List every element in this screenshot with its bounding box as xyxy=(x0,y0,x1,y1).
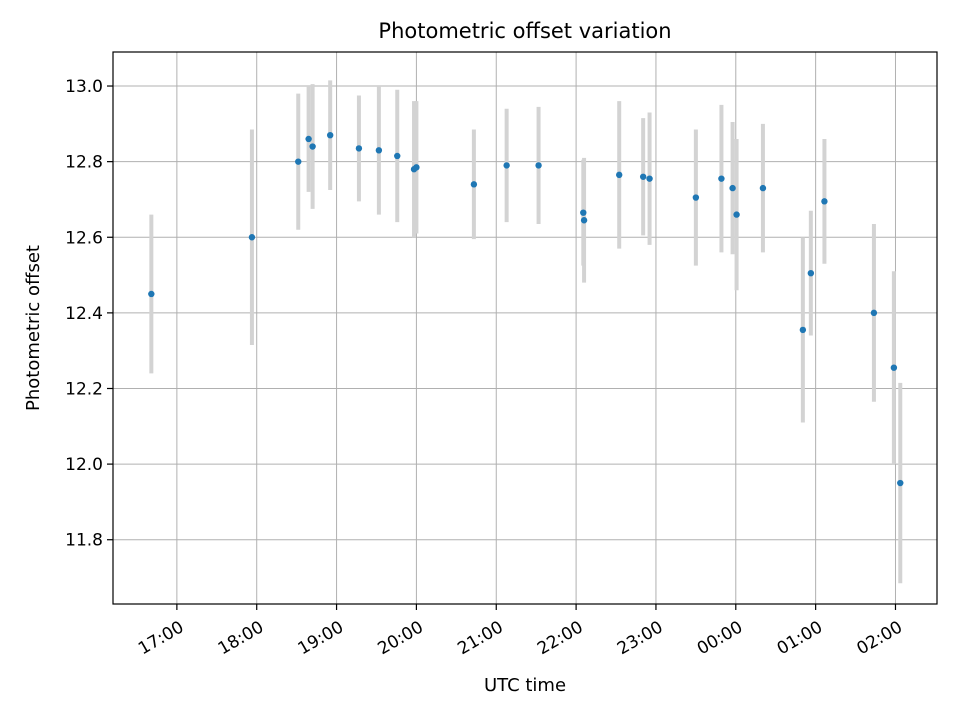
data-point xyxy=(890,364,898,371)
x-tick-label: 18:00 xyxy=(215,617,267,659)
data-point xyxy=(580,209,587,216)
data-point xyxy=(692,194,700,201)
data-point xyxy=(535,162,542,169)
data-point xyxy=(326,131,334,139)
plot-frame xyxy=(112,51,938,605)
x-tick-label: 21:00 xyxy=(454,617,506,659)
x-tick-label: 02:00 xyxy=(854,617,906,659)
data-point xyxy=(821,198,828,205)
data-point xyxy=(375,147,383,154)
data-point xyxy=(729,184,736,192)
x-tick-label: 00:00 xyxy=(694,617,746,659)
y-tick-label: 12.0 xyxy=(65,455,103,475)
y-axis: 11.8 12.0 12.2 12.4 12.6 12.8 13.0 xyxy=(65,77,113,551)
data-point xyxy=(646,175,653,182)
data-point xyxy=(470,181,478,188)
x-tick-label: 19:00 xyxy=(295,617,347,659)
data-point xyxy=(759,184,767,192)
data-point xyxy=(305,135,312,143)
data-points xyxy=(148,131,904,487)
x-tick-label: 22:00 xyxy=(534,617,586,659)
data-point xyxy=(248,234,256,241)
chart-title: Photometric offset variation xyxy=(378,19,671,43)
data-point xyxy=(295,158,302,165)
data-point xyxy=(733,211,740,218)
data-point xyxy=(355,145,363,152)
grid xyxy=(113,52,937,604)
data-point xyxy=(148,290,155,298)
x-tick-label: 17:00 xyxy=(135,617,187,659)
data-point xyxy=(503,162,510,169)
x-axis-label: UTC time xyxy=(484,675,566,696)
data-point xyxy=(394,152,401,160)
data-point xyxy=(616,171,623,179)
data-point xyxy=(897,479,904,487)
y-tick-label: 12.2 xyxy=(65,379,103,399)
data-point xyxy=(309,143,316,150)
x-axis: 17:00 18:00 19:00 20:00 21:00 22:00 23:00 00:00… xyxy=(135,604,906,659)
data-point xyxy=(799,326,807,334)
data-point xyxy=(807,269,815,277)
x-tick-label: 20:00 xyxy=(374,617,426,659)
data-point xyxy=(413,164,420,171)
y-tick-label: 13.0 xyxy=(65,77,103,97)
y-tick-label: 11.8 xyxy=(65,531,103,551)
error-bars xyxy=(149,80,903,584)
data-point xyxy=(718,175,725,182)
data-point xyxy=(870,309,878,317)
y-tick-label: 12.6 xyxy=(65,228,103,248)
y-axis-label: Photometric offset xyxy=(23,245,44,411)
x-tick-label: 23:00 xyxy=(614,617,666,659)
data-point xyxy=(580,217,588,224)
x-tick-label: 01:00 xyxy=(774,617,826,659)
y-tick-label: 12.4 xyxy=(65,304,103,324)
y-tick-label: 12.8 xyxy=(65,153,103,173)
data-point xyxy=(639,173,647,180)
